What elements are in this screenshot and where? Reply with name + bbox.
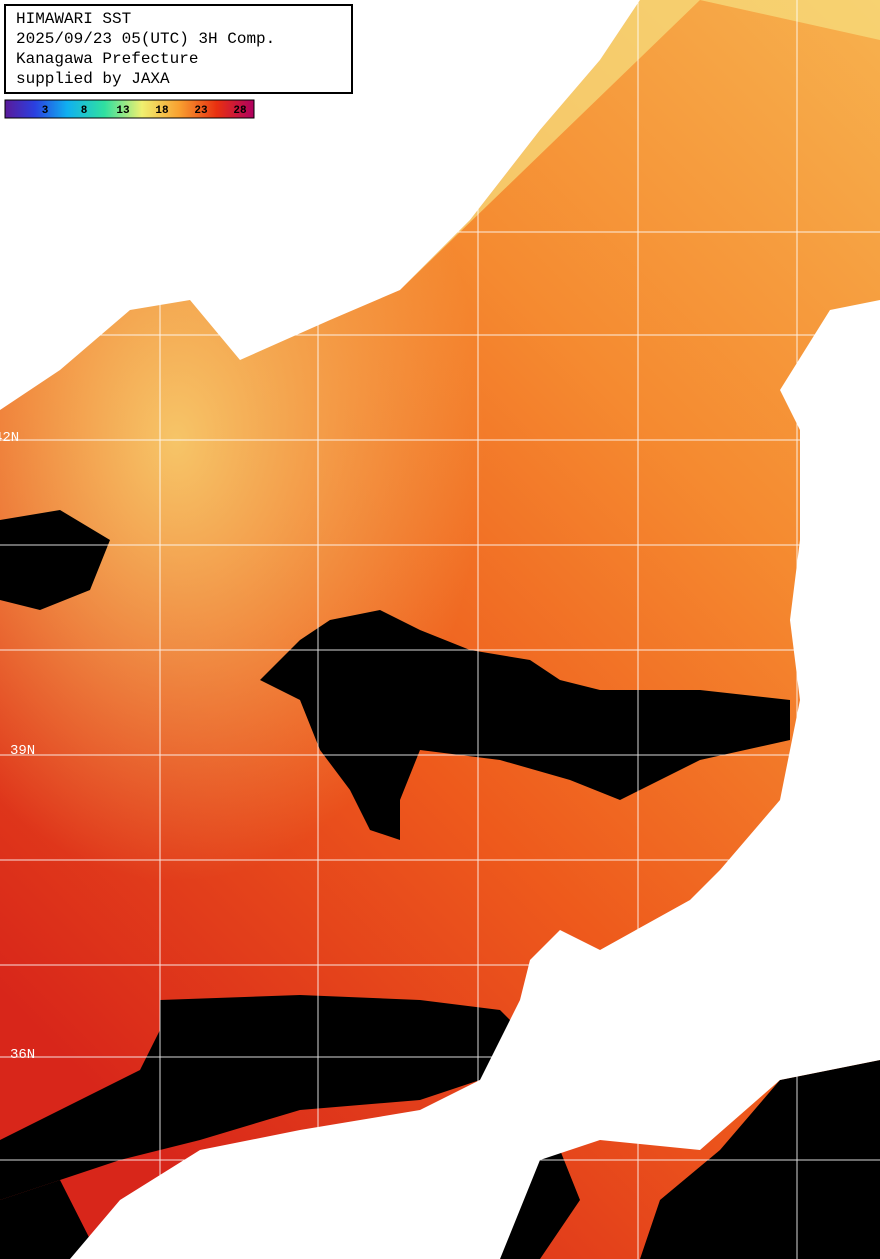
header-box (4, 4, 353, 94)
lat-label: 36N (10, 1047, 35, 1063)
colorbar-ticks: 3 8 13 18 23 28 (42, 105, 247, 117)
latitude-labels: 42N 39N 36N (0, 430, 35, 1063)
header-line: Kanagawa Prefecture (16, 50, 198, 68)
coastal-cool-band (400, 0, 880, 290)
colorbar-tick-label: 28 (233, 105, 247, 117)
lat-label: 39N (10, 743, 35, 759)
colorbar-tick-label: 13 (116, 105, 130, 117)
colorbar-tick-label: 8 (81, 105, 88, 117)
header-line: HIMAWARI SST (16, 10, 131, 28)
colorbar (4, 99, 255, 119)
colorbar-tick-label: 23 (194, 105, 208, 117)
header-line: supplied by JAXA (16, 70, 170, 88)
colorbar-tick-label: 18 (155, 105, 169, 117)
lat-label: 42N (0, 430, 19, 446)
header-line: 2025/09/23 05(UTC) 3H Comp. (16, 30, 275, 48)
colorbar-tick-label: 3 (42, 105, 49, 117)
